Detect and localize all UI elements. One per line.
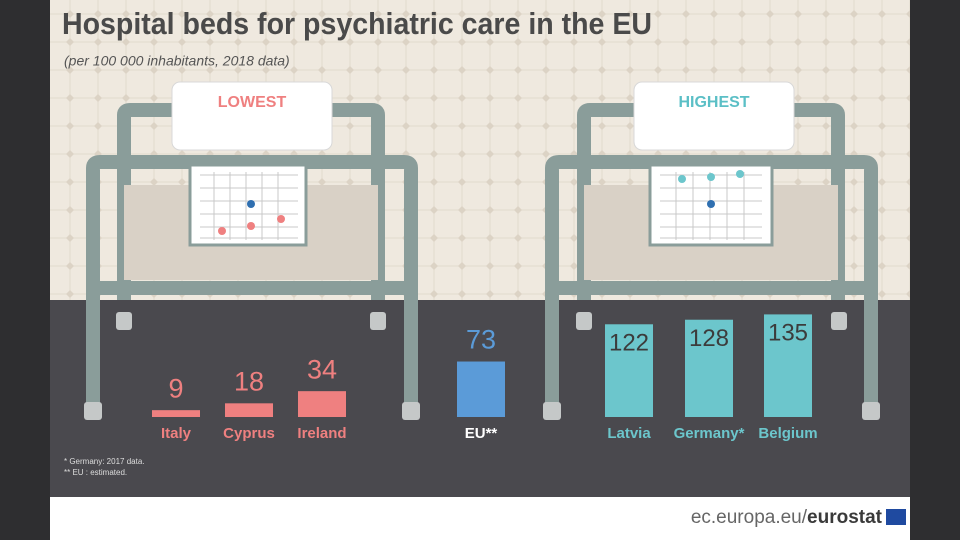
sign — [633, 81, 795, 151]
footnote: * Germany: 2017 data. — [64, 457, 145, 466]
value-label: 128 — [689, 325, 729, 352]
source-brand: eurostat — [807, 507, 883, 528]
source-domain: ec.europa.eu/ — [691, 507, 808, 528]
category-label: Italy — [161, 425, 192, 442]
eu-flag — [886, 509, 906, 525]
subtitle: (per 100 000 inhabitants, 2018 data) — [64, 53, 290, 69]
group-label: LOWEST — [218, 94, 287, 111]
value-label: 135 — [768, 320, 808, 347]
value-label: 122 — [609, 330, 649, 357]
clipboard — [188, 163, 308, 247]
category-label: Belgium — [758, 425, 817, 442]
value-label: 18 — [234, 366, 264, 396]
category-label: Germany* — [674, 425, 745, 442]
category-label: Ireland — [297, 425, 346, 442]
group-label: HIGHEST — [678, 94, 749, 111]
bar — [685, 319, 733, 417]
clipboard — [648, 163, 774, 247]
category-label: EU** — [465, 425, 498, 442]
footer — [50, 497, 910, 540]
title: Hospital beds for psychiatric care in th… — [62, 6, 652, 41]
bar — [298, 391, 346, 417]
bar — [605, 324, 653, 417]
bar — [152, 410, 200, 417]
bar — [764, 314, 812, 417]
bar — [225, 403, 273, 417]
category-label: Cyprus — [223, 425, 275, 442]
value-label: 73 — [466, 325, 496, 355]
category-label: Latvia — [607, 425, 651, 442]
value-label: 34 — [307, 354, 337, 384]
bar — [457, 361, 505, 417]
sign — [171, 81, 333, 151]
source: ec.europa.eu/eurostat — [691, 507, 883, 528]
value-label: 9 — [168, 373, 183, 403]
footnote: ** EU : estimated. — [64, 468, 127, 477]
